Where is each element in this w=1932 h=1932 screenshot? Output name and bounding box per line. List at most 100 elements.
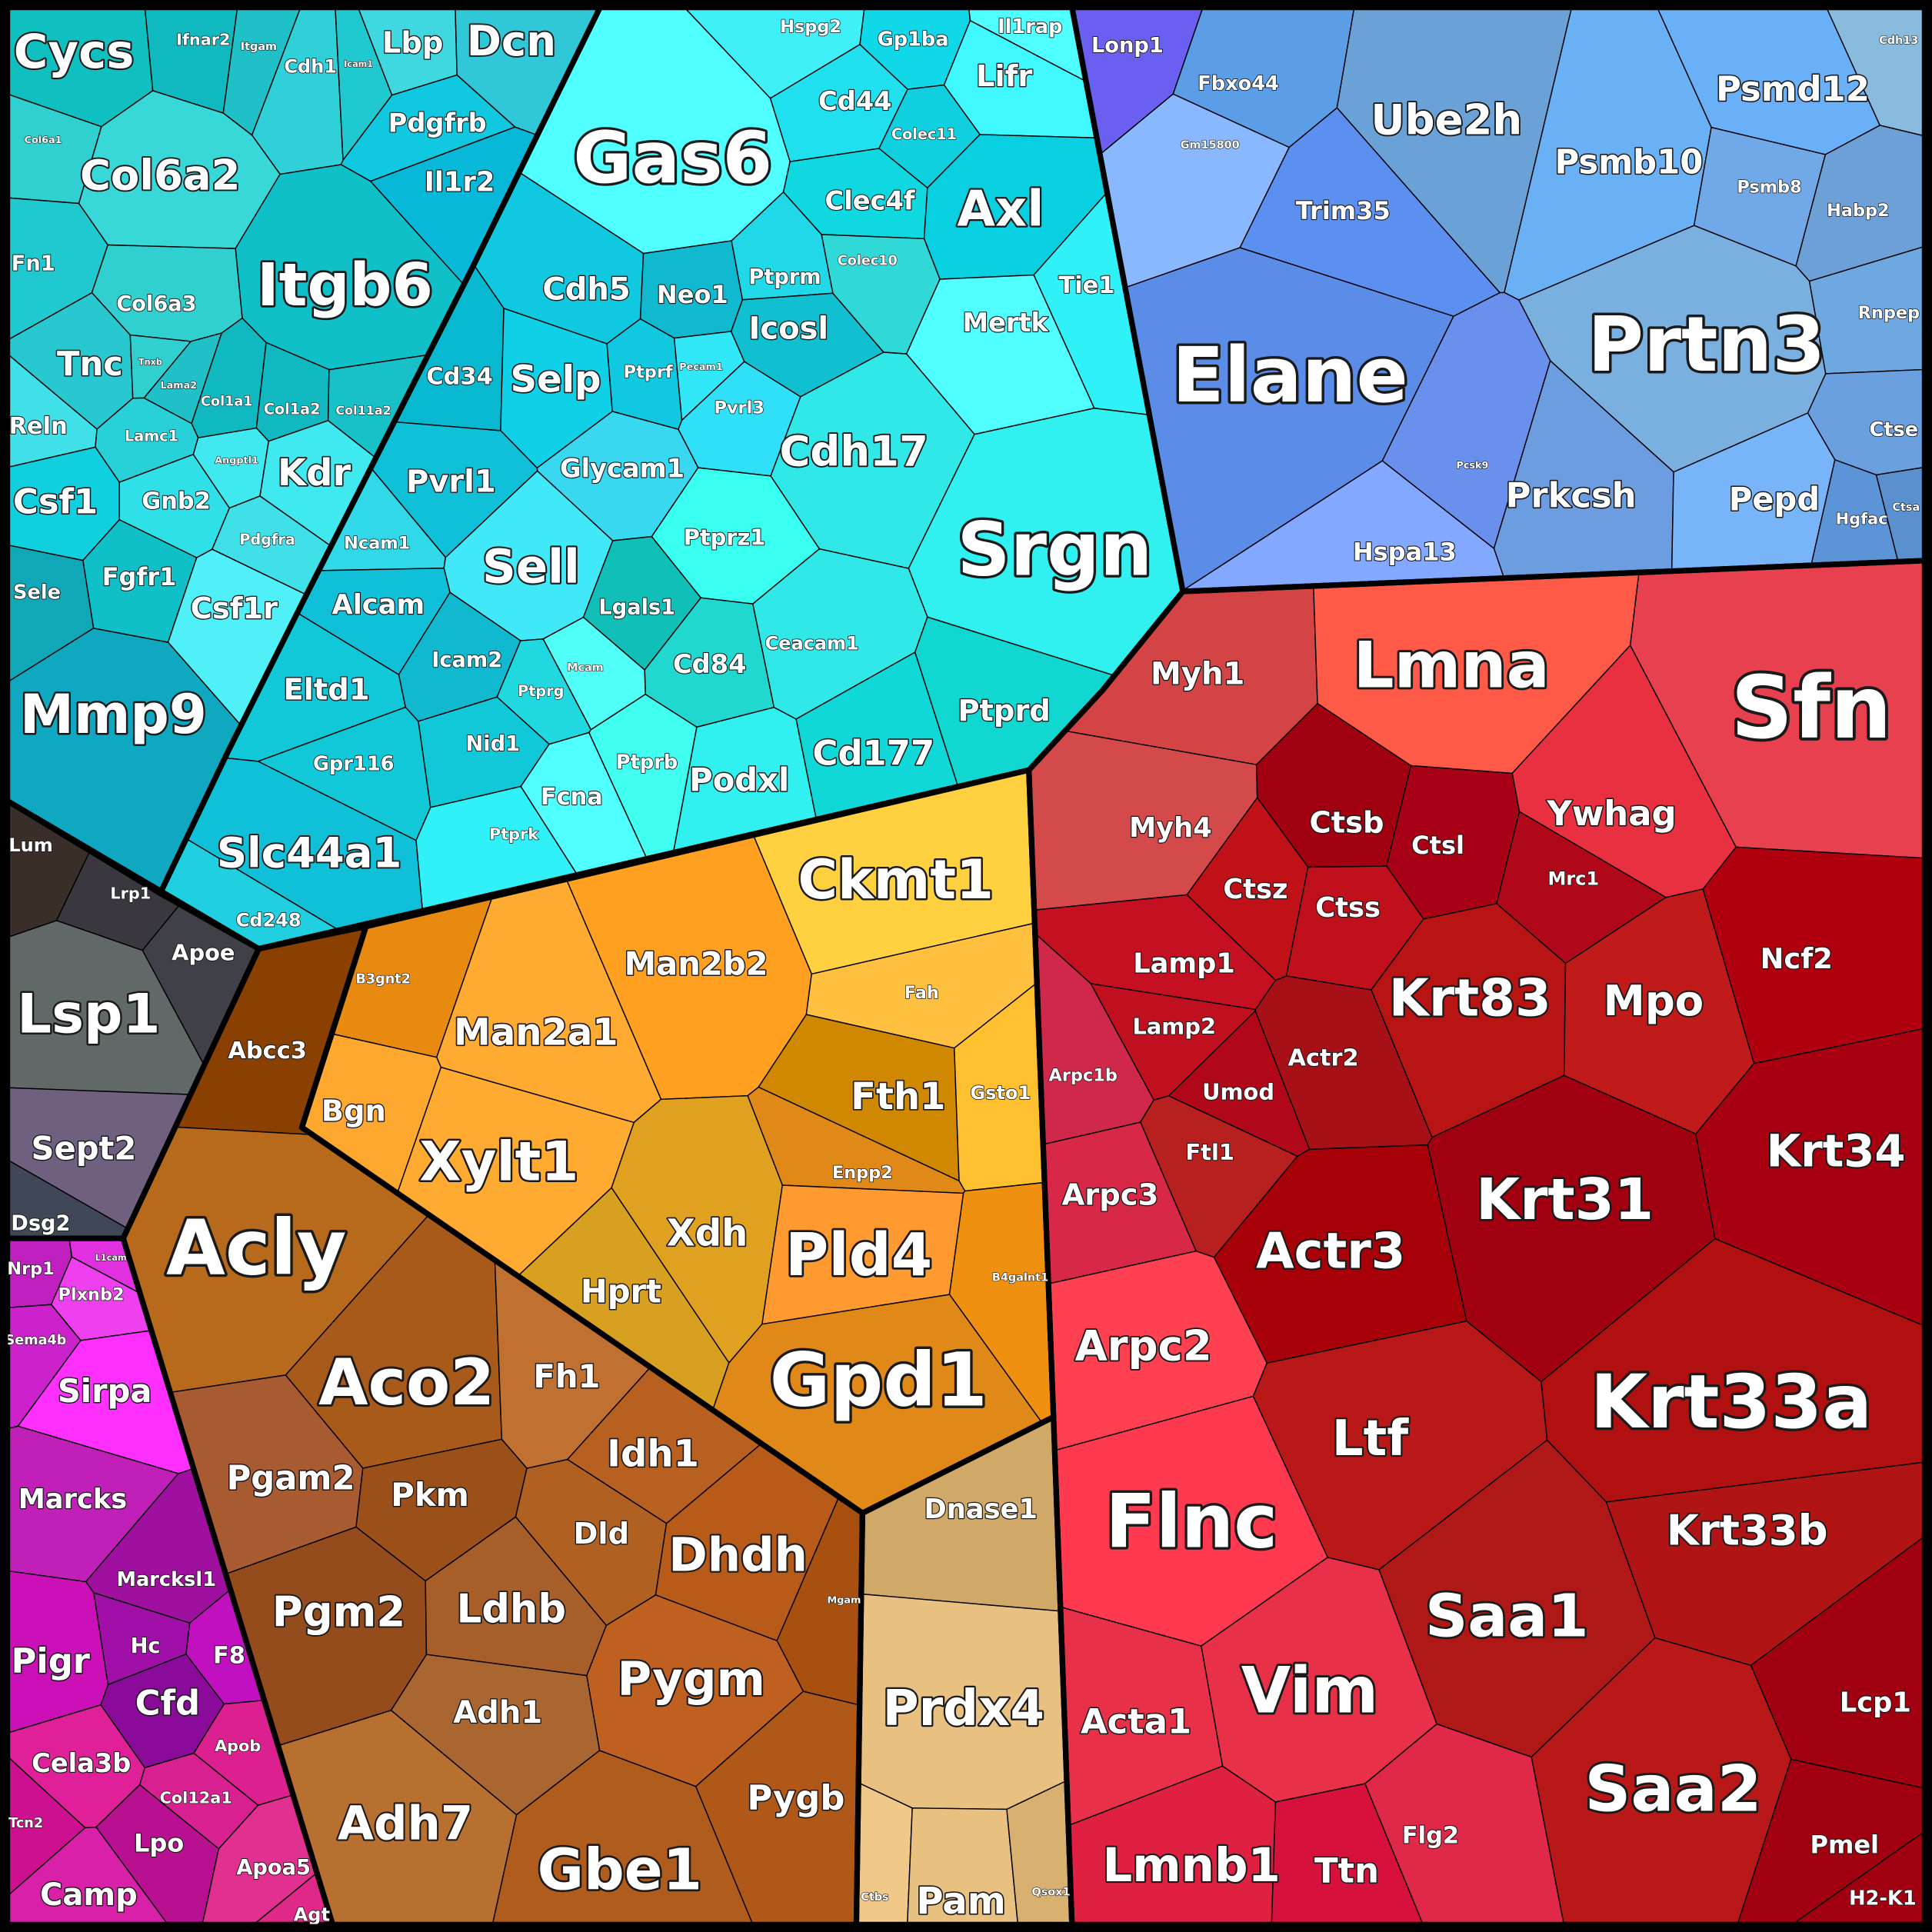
cell-label: Mpo	[1604, 976, 1704, 1025]
cell-label: Ywhag	[1546, 793, 1676, 834]
cell-label: Ctsz	[1223, 874, 1287, 905]
cell-label: Col1a1	[201, 394, 252, 409]
cell-label: Gm15800	[1181, 139, 1240, 152]
cell-label: Ptprf	[624, 362, 673, 382]
cell-label: Qsox1	[1032, 1887, 1071, 1899]
cell-label: Col1a2	[264, 400, 321, 418]
cell-label: Psmb8	[1737, 178, 1801, 198]
cell-label: Ctsb	[1310, 806, 1384, 841]
cell-label: Tnxb	[138, 358, 162, 368]
cell-label: Cfd	[135, 1683, 201, 1724]
cell-label: Ftl1	[1185, 1139, 1234, 1165]
cell-label: Bgn	[321, 1094, 386, 1129]
cell-label: Ctse	[1869, 418, 1918, 441]
cell-label: Flnc	[1105, 1479, 1277, 1565]
cell-label: Sept2	[31, 1130, 136, 1168]
cell-label: Col6a3	[116, 292, 196, 316]
cell-label: Dcn	[467, 16, 556, 65]
cell-label: Cdh5	[542, 271, 630, 307]
cell-label: B3gnt2	[355, 972, 411, 988]
cell-label: Apob	[215, 1737, 261, 1755]
cell-label: Prtn3	[1587, 301, 1825, 389]
cell-label: Pigr	[11, 1641, 89, 1681]
cell-label: Lcp1	[1840, 1687, 1911, 1719]
cell-label: Apoa5	[236, 1856, 311, 1880]
cell-label: Idh1	[607, 1432, 699, 1475]
cell-label: Agt	[294, 1904, 330, 1926]
cell-label: Arpc3	[1062, 1178, 1159, 1212]
cell-label: Vim	[1241, 1654, 1378, 1728]
cell-label: Cd177	[813, 732, 935, 773]
cell-label: Saa2	[1584, 1752, 1761, 1827]
cell-label: Elane	[1172, 331, 1408, 420]
cell-label: Lamp1	[1133, 948, 1235, 979]
cell-label: Fn1	[12, 251, 55, 275]
cell-label: Ptprz1	[684, 524, 766, 550]
cell-label: H2-K1	[1849, 1887, 1917, 1910]
cell-label: Arpc1b	[1049, 1066, 1118, 1086]
cell-label: Ptprb	[616, 751, 678, 774]
cell-label: Adh7	[338, 1797, 473, 1851]
cell-label: Lifr	[976, 59, 1032, 94]
cell-label: Sele	[13, 581, 61, 605]
cell-label: Psmd12	[1716, 68, 1870, 109]
cell-label: Fgfr1	[102, 562, 177, 591]
cell-label: Marcksl1	[117, 1568, 217, 1591]
cell-label: Arpc2	[1075, 1321, 1212, 1370]
cell-label: Angptl1	[215, 455, 258, 467]
cell-label: Eltd1	[284, 673, 370, 708]
cell-label: Ifnar2	[176, 30, 230, 48]
cell-label: Habp2	[1827, 201, 1890, 221]
cell-label: Glycam1	[560, 453, 685, 483]
cell-label: Tie1	[1059, 272, 1115, 299]
cell-label: Cdh13	[1879, 35, 1918, 47]
cell-label: Col6a2	[80, 150, 241, 199]
cell-label: Prdx4	[883, 1681, 1044, 1737]
cell-label: Abcc3	[228, 1038, 307, 1064]
cell-label: Enpp2	[832, 1163, 893, 1183]
cell-label: Pdgfra	[239, 531, 295, 548]
cell-label: Dhdh	[668, 1527, 808, 1582]
cell-label: Mmp9	[20, 683, 207, 746]
cell-label: Krt34	[1767, 1124, 1906, 1177]
cell-label: Ctbs	[861, 1891, 888, 1904]
cell-label: Adh1	[453, 1695, 542, 1730]
cell-label: Kdr	[278, 451, 351, 495]
cell-label: Pam	[916, 1880, 1005, 1923]
cell-label: Cdh1	[284, 56, 337, 78]
cell-label: Itgam	[241, 41, 277, 53]
cell-label: Lsp1	[17, 982, 160, 1045]
cell-label: Pepd	[1729, 480, 1820, 518]
cell-label: Cela3b	[32, 1748, 131, 1778]
cell-label: Pygm	[618, 1652, 765, 1707]
cell-label: Fah	[904, 983, 939, 1003]
cell-label: Gbe1	[538, 1837, 702, 1903]
cell-label: Icosl	[748, 311, 828, 347]
cell-label: Podxl	[689, 761, 789, 799]
cell-label: Lum	[8, 834, 52, 856]
cell-label: Tcn2	[8, 1816, 43, 1831]
cell-label: Cd248	[236, 910, 301, 931]
cell-label: B4galnt1	[992, 1271, 1048, 1284]
cell-label: Ckmt1	[798, 848, 994, 911]
cell-label: Pecam1	[679, 361, 723, 373]
cell-label: Cd44	[818, 86, 892, 116]
cell-label: Neo1	[657, 280, 728, 309]
cell-label: Ptprm	[748, 265, 821, 289]
cell-label: Umod	[1202, 1078, 1274, 1104]
cell-label: Lgals1	[598, 595, 675, 619]
cell-label: Dld	[573, 1517, 629, 1551]
cell-label: Axl	[957, 181, 1044, 238]
cell-label: Pvrl1	[406, 464, 496, 499]
cell-label: Il1r2	[425, 167, 495, 198]
cell-label: Dnase1	[924, 1494, 1038, 1525]
cell-label: Mgam	[827, 1595, 861, 1607]
cells	[6, 6, 1926, 1926]
cell-label: Mrc1	[1547, 868, 1599, 889]
cell-label: Cd34	[426, 364, 492, 391]
cell-label: Col11a2	[335, 403, 391, 418]
cell-label: Alcam	[331, 589, 425, 621]
cell-label: Gp1ba	[878, 28, 949, 51]
